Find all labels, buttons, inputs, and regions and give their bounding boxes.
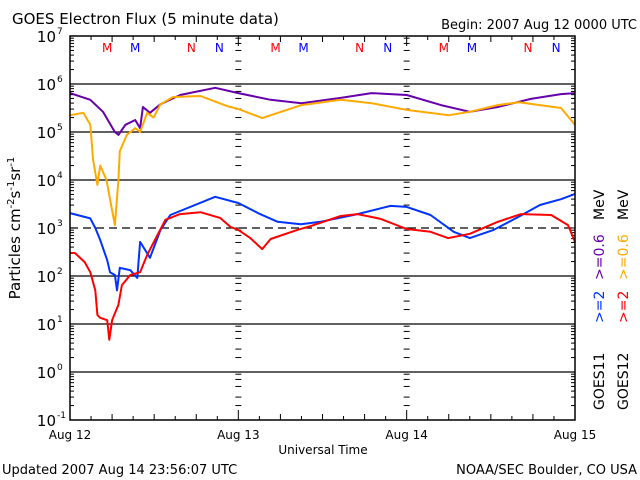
marker-n: N: [187, 41, 196, 55]
marker-m: M: [130, 41, 140, 55]
marker-m: M: [439, 41, 449, 55]
y-tick-base: 10: [37, 364, 56, 382]
y-tick-base: 10: [37, 124, 56, 142]
y-tick-exponent: 2: [57, 267, 63, 277]
y-tick-exponent: 1: [57, 315, 63, 325]
x-tick-label: Aug 14: [385, 428, 428, 442]
y-tick-base: 10: [37, 172, 56, 190]
y-tick-exponent: 7: [57, 27, 63, 37]
y-tick-exponent: 3: [57, 219, 63, 229]
y-tick-exponent: 5: [57, 123, 63, 133]
legend-unit: MeV: [616, 189, 632, 220]
series-line-3: [70, 211, 576, 341]
y-tick-base: 10: [37, 412, 56, 430]
plot-frame: [69, 35, 576, 421]
marker-m: M: [467, 41, 477, 55]
gridlines: [70, 83, 575, 373]
x-tick-label: Aug 15: [554, 428, 597, 442]
marker-m: M: [298, 41, 308, 55]
marker-n: N: [524, 41, 533, 55]
marker-m: M: [102, 41, 112, 55]
footer-updated: Updated 2007 Aug 14 23:56:07 UTC: [2, 463, 237, 478]
footer-credit: NOAA/SEC Boulder, CO USA: [456, 463, 637, 478]
legend-satellite: GOES12: [616, 353, 632, 410]
x-tick-labels: Aug 12 Aug 13 Aug 14 Aug 15: [49, 428, 597, 442]
x-tick-label: Aug 12: [49, 428, 92, 442]
x-axis-label: Universal Time: [278, 443, 367, 457]
y-tick-base: 10: [37, 28, 56, 46]
y-axis-label: Particles cm-2s-1sr-1: [6, 157, 24, 300]
marker-n: N: [552, 41, 561, 55]
marker-n: N: [355, 41, 364, 55]
y-tick-base: 10: [37, 316, 56, 334]
y-tick-exponent: -1: [57, 411, 66, 421]
y-tick-exponent: 6: [57, 75, 63, 85]
legend-satellite: GOES11: [592, 353, 608, 410]
legend-column: GOES11 >=2 >=0.6 MeV: [592, 189, 608, 410]
series-line-0: [69, 86, 576, 136]
y-tick-exponent: 4: [57, 171, 63, 181]
y-tick-base: 10: [37, 268, 56, 286]
marker-n: N: [215, 41, 224, 55]
legend: GOES11 >=2 >=0.6 MeV GOES12 >=2 >=0.6 MeV: [592, 189, 632, 410]
marker-m: M: [270, 41, 280, 55]
legend-high-energy: >=0.6: [592, 234, 608, 280]
series-line-2: [69, 192, 576, 292]
marker-n: N: [383, 41, 392, 55]
y-tick-exponent: 0: [57, 363, 63, 373]
legend-high-energy: >=0.6: [616, 234, 632, 280]
legend-low-energy: >=2: [616, 291, 632, 323]
begin-label: Begin: 2007 Aug 12 0000 UTC: [441, 18, 637, 33]
x-tick-label: Aug 13: [217, 428, 260, 442]
legend-column: GOES12 >=2 >=0.6 MeV: [616, 189, 632, 410]
chart-title: GOES Electron Flux (5 minute data): [12, 10, 279, 28]
y-tick-base: 10: [37, 76, 56, 94]
legend-low-energy: >=2: [592, 291, 608, 323]
y-tick-base: 10: [37, 220, 56, 238]
series-lines: [69, 86, 576, 341]
mn-markers: M M MM M MN N NN N N: [102, 41, 561, 55]
series-line-1: [69, 95, 576, 227]
legend-unit: MeV: [592, 189, 608, 220]
